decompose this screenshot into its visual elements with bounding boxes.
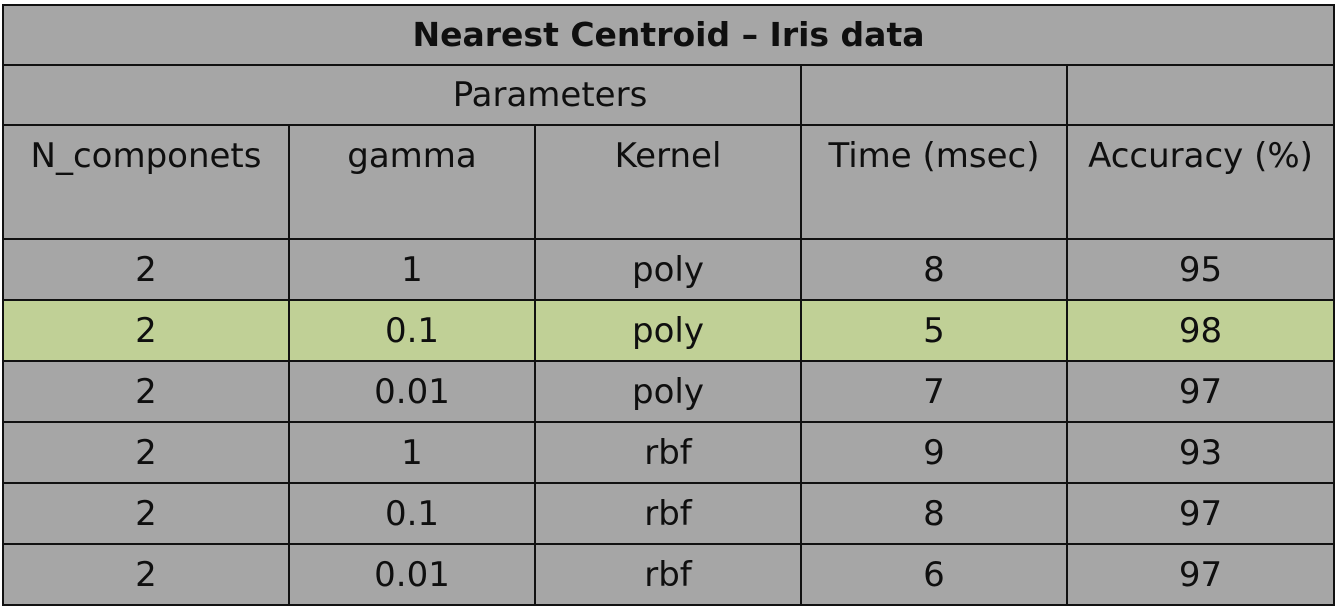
cell-accuracy: 93: [1066, 421, 1335, 484]
cell-accuracy: 95: [1066, 238, 1335, 301]
group-header-row: Parameters: [2, 64, 1335, 126]
cell-time: 9: [800, 421, 1068, 484]
parameters-group-header: Parameters: [2, 64, 802, 126]
cell-n-components: 2: [2, 482, 290, 545]
cell-time: 6: [800, 543, 1068, 606]
cell-n-components: 2: [2, 299, 290, 362]
cell-kernel: poly: [534, 238, 802, 301]
accuracy-group-header-empty: [1066, 64, 1335, 126]
cell-kernel: rbf: [534, 421, 802, 484]
table-row: 2 0.01 poly 7 97: [2, 360, 1335, 423]
table-row: 2 0.1 poly 5 98: [2, 299, 1335, 362]
table-row: 2 0.01 rbf 6 97: [2, 543, 1335, 606]
cell-n-components: 2: [2, 543, 290, 606]
table-row: 2 0.1 rbf 8 97: [2, 482, 1335, 545]
time-group-header-empty: [800, 64, 1068, 126]
cell-n-components: 2: [2, 238, 290, 301]
header-n-components: N_componets: [2, 124, 290, 240]
header-gamma: gamma: [288, 124, 536, 240]
cell-accuracy: 97: [1066, 482, 1335, 545]
column-header-row: N_componets gamma Kernel Time (msec) Acc…: [2, 124, 1335, 240]
header-time: Time (msec): [800, 124, 1068, 240]
cell-accuracy: 98: [1066, 299, 1335, 362]
table-title: Nearest Centroid – Iris data: [2, 4, 1335, 66]
cell-accuracy: 97: [1066, 543, 1335, 606]
cell-kernel: rbf: [534, 543, 802, 606]
title-row: Nearest Centroid – Iris data: [2, 4, 1335, 66]
cell-gamma: 0.1: [288, 482, 536, 545]
cell-n-components: 2: [2, 360, 290, 423]
cell-gamma: 0.1: [288, 299, 536, 362]
cell-time: 8: [800, 482, 1068, 545]
results-table: Nearest Centroid – Iris data Parameters …: [2, 4, 1335, 606]
cell-kernel: poly: [534, 360, 802, 423]
cell-gamma: 1: [288, 238, 536, 301]
cell-gamma: 1: [288, 421, 536, 484]
cell-time: 7: [800, 360, 1068, 423]
header-accuracy: Accuracy (%): [1066, 124, 1335, 240]
cell-n-components: 2: [2, 421, 290, 484]
header-kernel: Kernel: [534, 124, 802, 240]
cell-time: 8: [800, 238, 1068, 301]
cell-kernel: poly: [534, 299, 802, 362]
cell-gamma: 0.01: [288, 543, 536, 606]
cell-gamma: 0.01: [288, 360, 536, 423]
cell-kernel: rbf: [534, 482, 802, 545]
cell-time: 5: [800, 299, 1068, 362]
table-row: 2 1 rbf 9 93: [2, 421, 1335, 484]
table-row: 2 1 poly 8 95: [2, 238, 1335, 301]
cell-accuracy: 97: [1066, 360, 1335, 423]
